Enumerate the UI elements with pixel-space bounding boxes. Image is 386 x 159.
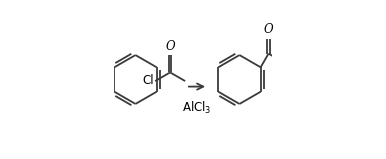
Text: O: O bbox=[165, 40, 175, 53]
Text: Cl: Cl bbox=[143, 74, 154, 87]
Text: O: O bbox=[264, 23, 273, 36]
Text: AlCl$_3$: AlCl$_3$ bbox=[182, 100, 212, 116]
